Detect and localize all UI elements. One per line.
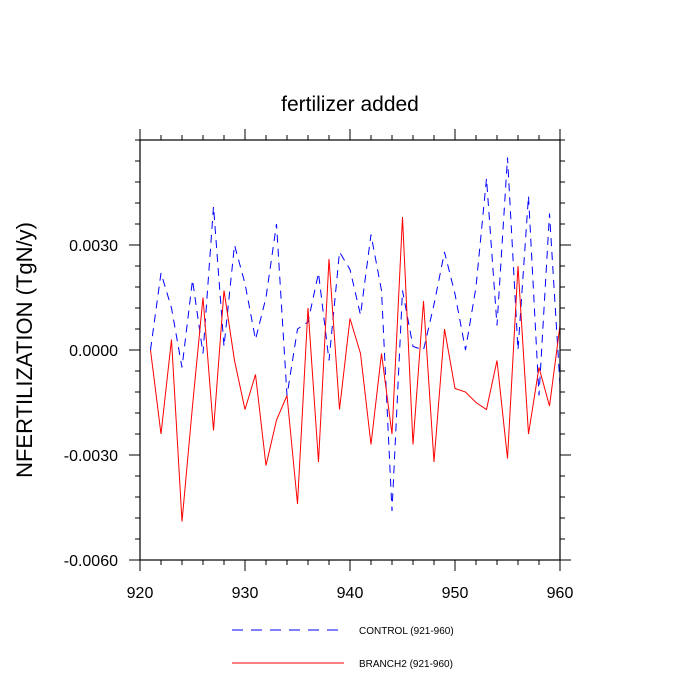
y-tick-label: -0.0030 [64, 448, 118, 465]
y-axis-label: NFERTILIZATION (TgN/y) [12, 222, 37, 478]
series-layer [150, 157, 561, 522]
y-tick-label: 0.0000 [69, 343, 118, 360]
chart-title: fertilizer added [281, 93, 419, 116]
legend-branch2-label: BRANCH2 (921-960) [359, 659, 453, 670]
y-tick-label: 0.0030 [69, 238, 118, 255]
legend-control-label: CONTROL (921-960) [359, 626, 454, 637]
series-line-branch2 [150, 216, 561, 522]
legend: CONTROL (921-960) BRANCH2 (921-960) [232, 626, 454, 670]
axis-ticks: 920 930 940 950 960 -0.0060 -0.0030 0.0000 0.003… [64, 129, 574, 602]
plot-frame [139, 139, 561, 561]
x-tick-label: 920 [127, 585, 154, 602]
y-tick-label: -0.0060 [64, 553, 118, 570]
x-tick-label: 950 [442, 585, 469, 602]
x-tick-label: 940 [337, 585, 364, 602]
x-tick-label: 960 [547, 585, 574, 602]
x-tick-label: 930 [232, 585, 259, 602]
series-line-control [150, 157, 561, 512]
